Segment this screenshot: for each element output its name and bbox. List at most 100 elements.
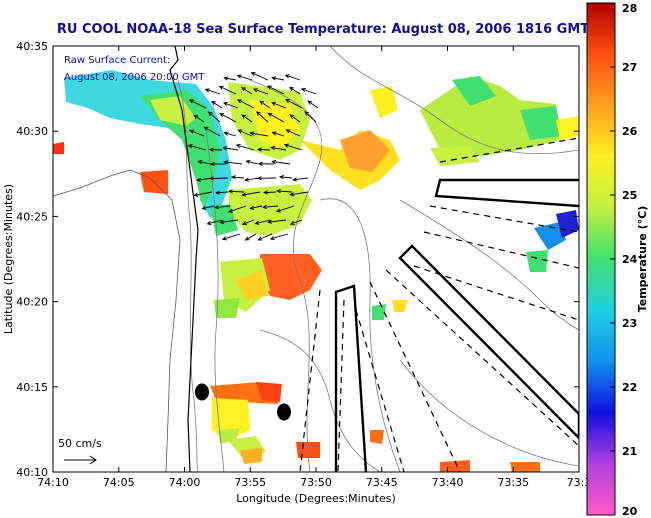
y-tick-label: 40:30: [16, 125, 48, 138]
colorbar-tick-label: 25: [622, 189, 637, 202]
current-vector: [262, 204, 279, 210]
colorbar-tick-label: 24: [622, 253, 638, 266]
current-vector: [283, 143, 303, 151]
marker-dot-1: [195, 383, 209, 401]
current-vector: [223, 160, 243, 165]
colorbar-label: Temperature (°C): [636, 206, 649, 313]
current-vector: [219, 113, 237, 123]
y-tick-label: 40:20: [16, 296, 48, 309]
current-vector: [241, 191, 261, 197]
current-vector: [289, 191, 309, 197]
bay-shoreline: [53, 169, 181, 472]
current-vector: [237, 129, 253, 137]
current-vector: [197, 159, 211, 165]
current-vector: [235, 143, 255, 151]
current-vector: [271, 101, 287, 109]
colorbar-tick-label: 22: [622, 381, 637, 394]
current-vector: [256, 176, 277, 181]
current-vector: [250, 72, 269, 81]
colorbar-ticks: 28 27 26 25 24 23 22 21 20: [610, 2, 638, 518]
current-vector: [271, 131, 285, 137]
current-vector: [307, 100, 319, 109]
current-vector: [214, 205, 231, 210]
current-vector: [256, 111, 269, 123]
current-vector: [187, 144, 207, 151]
shipping-lanes: [299, 137, 579, 472]
current-vector: [222, 102, 239, 109]
y-axis-label: Latitude (Degrees:Minutes): [2, 184, 15, 334]
colorbar: 28 27 26 25 24 23 22 21 20 Temperature (°C): [586, 2, 649, 518]
current-vector: [300, 88, 317, 95]
current-vector: [304, 111, 317, 123]
current-vector: [193, 191, 213, 197]
current-vector: [267, 219, 287, 224]
current-vector: [266, 85, 285, 95]
current-vector: [256, 147, 271, 152]
x-tick-label: 74:05: [103, 476, 135, 489]
current-vector: [249, 205, 263, 210]
current-vector: [262, 190, 277, 195]
current-vector: [228, 205, 247, 213]
current-vector: [284, 74, 301, 81]
current-vector: [289, 219, 303, 225]
current-vector: [241, 219, 255, 226]
coastline: [169, 46, 199, 472]
traffic-separation-zones: [334, 178, 579, 472]
current-vector: [201, 205, 215, 211]
x-tick-label: 73:40: [432, 476, 464, 489]
current-vector: [275, 205, 295, 213]
current-vector: [222, 146, 239, 151]
colorbar-tick-label: 28: [622, 2, 637, 15]
current-vector: [285, 129, 301, 137]
current-vector: [271, 76, 285, 81]
current-vector: [254, 219, 271, 225]
current-vector: [270, 145, 287, 151]
current-vector: [276, 189, 293, 194]
map-title: RU COOL NOAA-18 Sea Surface Temperature:…: [57, 22, 589, 37]
current-vector: [214, 190, 229, 195]
current-vector: [204, 88, 221, 95]
scale-bar-arrow: [64, 455, 97, 465]
current-vector: [244, 233, 257, 241]
current-vector: [240, 87, 253, 95]
current-vector: [267, 112, 285, 123]
current-vector: [208, 176, 229, 181]
current-vector: [289, 86, 301, 95]
annotation-line-1: Raw Surface Current:: [64, 55, 170, 66]
current-vector: [237, 99, 255, 109]
current-vector: [269, 233, 289, 241]
current-vector: [252, 88, 269, 95]
current-vector: [188, 99, 207, 109]
surface-current-vectors: [187, 72, 319, 241]
x-tick-label: 74:00: [169, 476, 201, 489]
x-tick-label: 74:10: [37, 476, 69, 489]
current-vector: [279, 174, 293, 180]
colorbar-tick-label: 21: [622, 445, 637, 458]
x-tick-label: 73:45: [366, 476, 398, 489]
bathymetry-contours: [177, 46, 579, 472]
current-vector: [211, 100, 223, 109]
y-tick-label: 40:35: [16, 40, 48, 53]
x-tick-label: 73:55: [234, 476, 266, 489]
current-vector: [221, 233, 241, 241]
x-tick-label: 73:3: [567, 476, 592, 489]
annotation-line-2: August 08, 2006 20:00 GMT: [64, 72, 205, 83]
colorbar-tick-label: 20: [622, 505, 638, 518]
current-vector: [206, 219, 223, 226]
map-content: [53, 46, 579, 472]
current-vector: [203, 126, 221, 137]
x-tick-label: 73:50: [300, 476, 332, 489]
current-vector: [249, 131, 269, 137]
y-tick-label: 40:15: [16, 381, 48, 394]
current-vector: [207, 111, 221, 123]
colorbar-tick-label: 26: [622, 125, 638, 138]
x-axis-label: Longitude (Degrees:Minutes): [236, 492, 396, 505]
current-vector: [231, 175, 245, 180]
current-vector: [271, 159, 291, 165]
colorbar-tick-label: 23: [622, 317, 637, 330]
current-vector: [236, 74, 253, 81]
current-vector: [219, 219, 239, 225]
current-vector: [193, 114, 205, 123]
x-axis-ticks: 74:10 74:05 74:00 73:55 73:50 73:45 73:40 73:35…: [37, 46, 591, 489]
